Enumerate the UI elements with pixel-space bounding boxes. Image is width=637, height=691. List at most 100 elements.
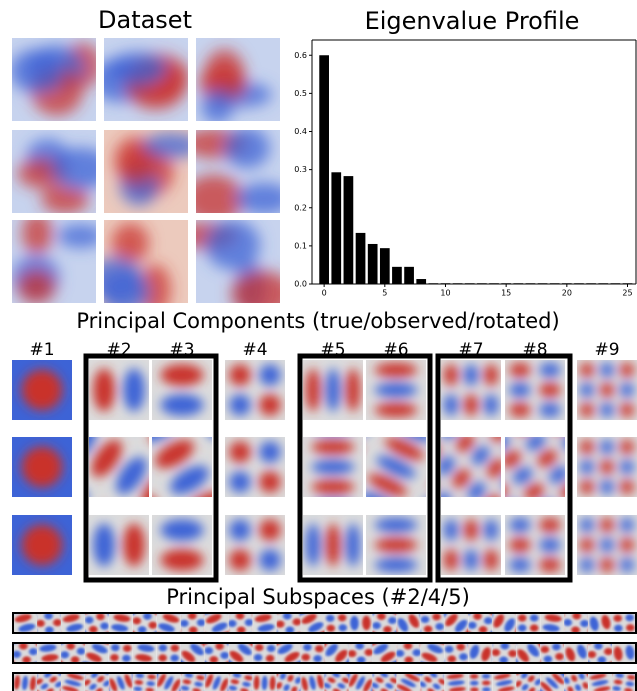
image-pattern [133, 673, 157, 691]
lobe [305, 523, 321, 567]
lobe [110, 654, 119, 662]
component-image [492, 613, 517, 633]
lobe [483, 617, 493, 625]
lobe [116, 456, 147, 495]
lobe [229, 519, 251, 541]
group-box [297, 353, 433, 583]
lobe [443, 394, 459, 416]
blob [17, 269, 56, 303]
lobe [86, 652, 102, 663]
lobe [483, 519, 499, 541]
image-blobs [196, 220, 280, 303]
lobe [252, 664, 261, 672]
lobe [204, 646, 214, 655]
lobe [577, 644, 587, 659]
image-pattern [348, 643, 373, 663]
lobe [43, 663, 61, 673]
component-image [89, 437, 149, 497]
lobe [408, 614, 420, 628]
lobe [311, 664, 321, 672]
component-image [60, 597, 100, 633]
component-image [156, 613, 181, 633]
lobe [539, 362, 561, 378]
lobe [377, 613, 386, 620]
lobe [579, 517, 595, 533]
image-pattern [180, 613, 205, 633]
lobe [314, 645, 324, 653]
lobe [564, 618, 572, 627]
lobe [441, 456, 455, 476]
lobe [205, 613, 222, 624]
image-pattern [301, 643, 324, 672]
component-image [348, 673, 373, 691]
component-image [180, 673, 205, 691]
lobe [259, 364, 281, 386]
lobe [374, 517, 418, 533]
lobe [613, 646, 623, 661]
lobe [420, 615, 430, 624]
image-pattern [579, 362, 635, 418]
lobe [196, 619, 205, 627]
lobe [137, 626, 147, 633]
lobe [64, 679, 82, 687]
lobe [456, 643, 466, 651]
lobe [81, 597, 100, 608]
image-pattern [505, 437, 565, 497]
image-pattern [492, 613, 517, 633]
lobe [564, 676, 570, 684]
lobe [369, 665, 379, 673]
lobe [95, 687, 103, 691]
lobe [400, 678, 416, 688]
lobe [162, 614, 180, 623]
lobe [0, 619, 10, 630]
component-image [516, 604, 541, 633]
lobe [612, 686, 621, 691]
component-image [300, 643, 325, 672]
lobe [229, 549, 251, 571]
image-pattern [420, 613, 445, 633]
lobe [158, 654, 167, 662]
lobe [298, 688, 301, 691]
lobe [509, 362, 531, 378]
lobe [599, 402, 615, 418]
lobe [93, 368, 115, 412]
lobe [41, 654, 59, 662]
component-image [303, 437, 363, 497]
lobe [458, 667, 467, 672]
component-image [540, 643, 565, 673]
lobe [579, 402, 595, 418]
lobe [0, 609, 6, 620]
lobe [453, 633, 463, 642]
image-blobs [12, 220, 96, 303]
lobe [259, 519, 281, 541]
lobe [589, 663, 601, 673]
lobe [546, 664, 557, 673]
image-pattern [84, 603, 109, 633]
lobe [112, 634, 121, 642]
dataset-image [196, 220, 280, 303]
lobe [113, 614, 131, 622]
lobe [355, 643, 365, 650]
image-pattern [441, 437, 501, 497]
lobe [311, 479, 355, 495]
lobe [136, 603, 148, 613]
lobe [552, 643, 561, 651]
subspaces-title: Principal Subspaces (#2/4/5) [166, 585, 470, 609]
component-image [156, 643, 181, 663]
lobe [121, 664, 130, 672]
lobe [530, 604, 539, 611]
lobe [483, 549, 499, 571]
lobe [18, 623, 36, 632]
chart-title: Eigenvalue Profile [365, 7, 580, 35]
lobe [155, 439, 194, 469]
blob [12, 49, 64, 94]
lobe [160, 519, 204, 541]
lobe [110, 644, 120, 652]
lobe [277, 643, 293, 655]
lobe [89, 683, 97, 690]
lobe [91, 603, 102, 612]
lobe [625, 604, 634, 612]
image-pattern [0, 609, 36, 632]
image-pattern [135, 644, 155, 662]
lobe [619, 537, 635, 553]
